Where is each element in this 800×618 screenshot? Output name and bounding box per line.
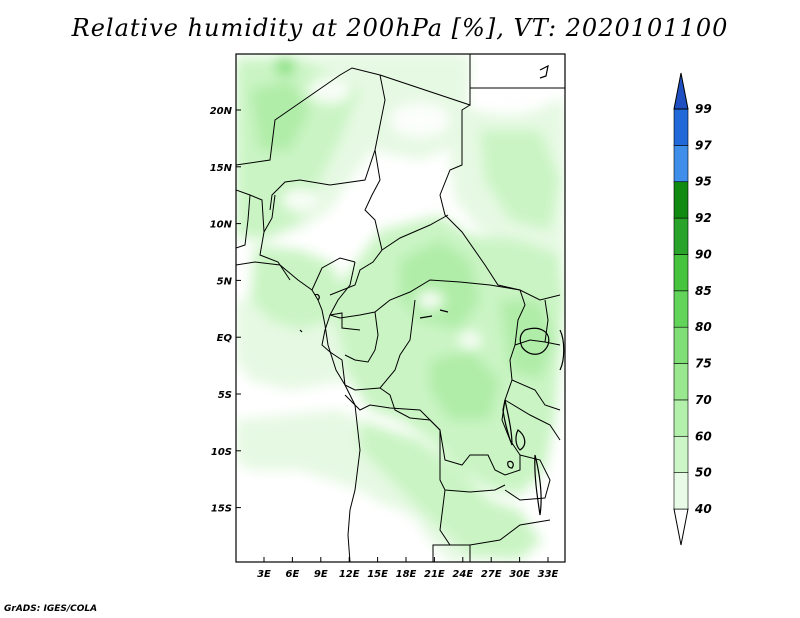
lakes xyxy=(299,64,565,516)
colorbar-label: 90 xyxy=(695,247,712,261)
grads-credit: GrADS: IGES/COLA xyxy=(4,604,98,614)
lat-tick-label: 15S xyxy=(211,504,232,515)
colorbar-under-triangle xyxy=(673,508,689,546)
colorbar-segment xyxy=(673,435,689,473)
lat-tick-label: 5S xyxy=(218,390,232,401)
colorbar-label: 60 xyxy=(695,429,712,443)
colorbar-segment xyxy=(673,326,689,364)
colorbar-over-triangle xyxy=(673,72,689,110)
lon-tick-label: 15E xyxy=(367,569,388,580)
humidity-shading xyxy=(236,54,565,562)
lon-tick-label: 30E xyxy=(509,569,530,580)
colorbar-segment xyxy=(673,363,689,401)
lat-tick-label: 15N xyxy=(210,163,233,174)
colorbar-segment xyxy=(673,217,689,255)
colorbar: 40 50 60 70 75 80 85 90 92 95 97 99 xyxy=(673,72,712,546)
latitude-axis: 20N 15N 10N 5N EQ 5S 10S 15S xyxy=(210,106,241,515)
lon-tick-label: 33E xyxy=(538,569,559,580)
colorbar-segment xyxy=(673,472,689,510)
lon-tick-label: 6E xyxy=(286,569,300,580)
colorbar-label: 97 xyxy=(695,138,712,152)
lat-tick-label: 20N xyxy=(210,106,233,117)
colorbar-segment xyxy=(673,108,689,146)
lon-tick-label: 27E xyxy=(481,569,502,580)
colorbar-label: 50 xyxy=(695,466,712,480)
colorbar-label: 75 xyxy=(695,357,712,371)
lon-tick-label: 18E xyxy=(396,569,417,580)
lon-tick-label: 24E xyxy=(452,569,473,580)
colorbar-segment xyxy=(673,181,689,219)
lon-tick-label: 3E xyxy=(257,569,271,580)
colorbar-label: 99 xyxy=(695,102,712,116)
colorbar-label: 95 xyxy=(695,175,712,189)
colorbar-segment xyxy=(673,254,689,292)
colorbar-label: 80 xyxy=(695,320,712,334)
lat-tick-label: EQ xyxy=(217,333,233,344)
chart-title: Relative humidity at 200hPa [%], VT: 202… xyxy=(71,14,729,42)
colorbar-label: 85 xyxy=(695,284,712,298)
lon-tick-label: 21E xyxy=(424,569,445,580)
lat-tick-label: 5N xyxy=(217,276,233,287)
lon-tick-label: 9E xyxy=(314,569,328,580)
lon-tick-label: 12E xyxy=(339,569,360,580)
longitude-axis: 3E 6E 9E 12E 15E 18E 21E 24E 27E 30E 33E xyxy=(257,557,559,580)
map-frame xyxy=(235,53,566,563)
colorbar-segment xyxy=(673,290,689,328)
country-borders xyxy=(236,54,565,562)
colorbar-label: 70 xyxy=(695,393,712,407)
colorbar-segment xyxy=(673,399,689,437)
lat-tick-label: 10S xyxy=(211,447,232,458)
colorbar-segment xyxy=(673,145,689,183)
colorbar-label: 40 xyxy=(694,502,712,516)
lat-tick-label: 10N xyxy=(210,220,233,231)
colorbar-label: 92 xyxy=(695,211,712,225)
